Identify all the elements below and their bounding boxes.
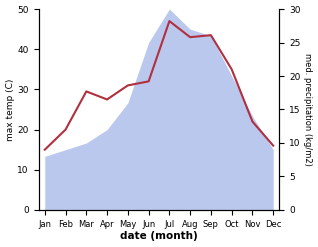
Y-axis label: med. precipitation (kg/m2): med. precipitation (kg/m2) xyxy=(303,53,313,166)
X-axis label: date (month): date (month) xyxy=(120,231,198,242)
Y-axis label: max temp (C): max temp (C) xyxy=(5,78,15,141)
